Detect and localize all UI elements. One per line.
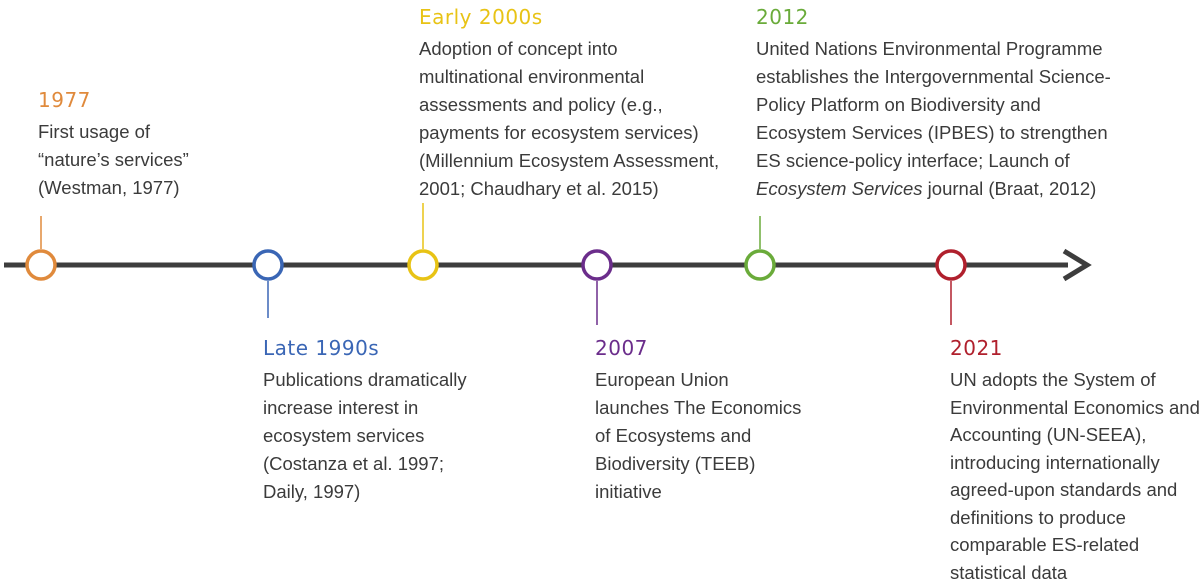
- timeline-arrowhead: [1062, 248, 1092, 282]
- marker-1977: [25, 249, 57, 281]
- event-year: 1977: [38, 88, 91, 112]
- event-year: Late 1990s: [263, 336, 380, 360]
- event-year: 2021: [950, 336, 1003, 360]
- event-late-1990s: Late 1990s Publications dramatically inc…: [263, 336, 467, 506]
- event-description: UN adopts the System of Environmental Ec…: [950, 369, 1200, 583]
- event-description: Adoption of concept into multinational e…: [419, 38, 720, 199]
- event-description: Publications dramatically increase inter…: [263, 369, 467, 502]
- event-year: 2012: [756, 5, 809, 29]
- journal-title: Ecosystem Services: [756, 178, 923, 199]
- event-description: European Union launches The Economics of…: [595, 369, 802, 502]
- event-2012: 2012 United Nations Environmental Progra…: [756, 5, 1111, 203]
- marker-late-1990s: [252, 249, 284, 281]
- marker-2012: [744, 249, 776, 281]
- event-year: Early 2000s: [419, 5, 543, 29]
- event-year: 2007: [595, 336, 648, 360]
- marker-2007: [581, 249, 613, 281]
- event-1977: 1977 First usage of “nature’s services” …: [38, 88, 189, 202]
- marker-2021: [935, 249, 967, 281]
- event-description: United Nations Environmental Programme e…: [756, 38, 1111, 199]
- marker-early-2000s: [407, 249, 439, 281]
- event-2021: 2021 UN adopts the System of Environment…: [950, 336, 1200, 586]
- event-description: First usage of “nature’s services” (West…: [38, 121, 189, 198]
- event-early-2000s: Early 2000s Adoption of concept into mul…: [419, 5, 719, 203]
- event-2007: 2007 European Union launches The Economi…: [595, 336, 801, 506]
